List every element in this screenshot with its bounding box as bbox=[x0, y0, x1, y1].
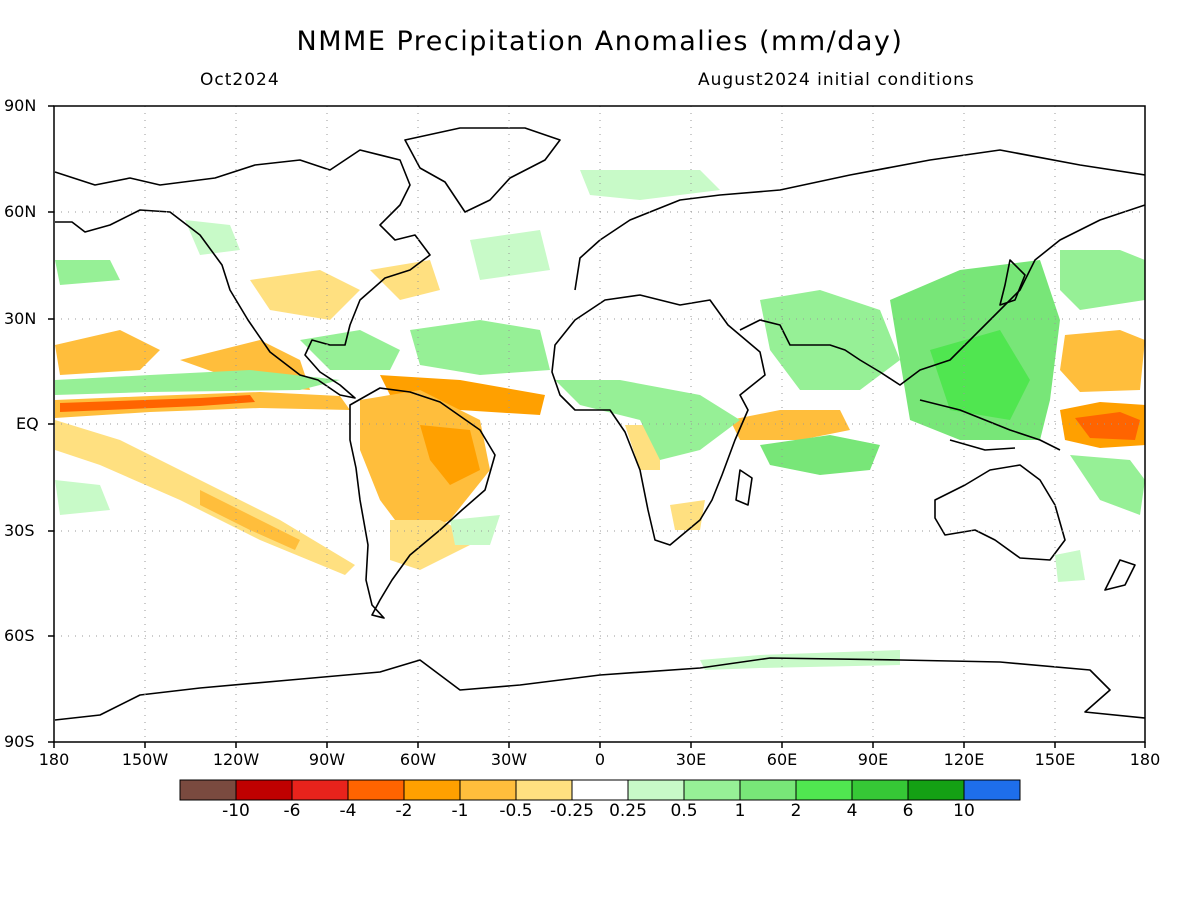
initial-conditions-label: August2024 initial conditions bbox=[698, 70, 975, 90]
lon-label-30e: 30E bbox=[675, 750, 707, 769]
legend-label: -1 bbox=[451, 801, 469, 821]
lon-label-30w: 30W bbox=[490, 750, 528, 769]
legend-label: -2 bbox=[395, 801, 413, 821]
legend-color-box bbox=[403, 779, 461, 801]
antarctica-coast bbox=[54, 657, 1146, 721]
dry-anomaly-indian-ocean bbox=[730, 410, 850, 440]
legend-color-box bbox=[907, 779, 965, 801]
legend-color-box bbox=[795, 779, 853, 801]
wet-anomaly-australia-southeast bbox=[1055, 550, 1085, 582]
legend-color-box bbox=[963, 779, 1021, 801]
wet-anomaly-south-atlantic bbox=[450, 515, 500, 545]
legend-label: 4 bbox=[846, 801, 858, 821]
legend-label: 2 bbox=[790, 801, 802, 821]
legend-color-box bbox=[683, 779, 741, 801]
legend-color-box bbox=[739, 779, 797, 801]
australia-coast bbox=[934, 464, 1066, 561]
wet-anomaly-pacific-band bbox=[55, 370, 340, 395]
wet-anomaly-maritime-core bbox=[930, 330, 1030, 420]
wet-anomaly-southeast-pacific bbox=[55, 480, 110, 515]
map-title: NMME Precipitation Anomalies (mm/day) bbox=[296, 26, 904, 57]
lon-label-60e: 60E bbox=[766, 750, 798, 769]
dry-anomaly-tropical-pacific-core bbox=[60, 395, 255, 412]
legend-color-box bbox=[459, 779, 517, 801]
legend-color-box bbox=[851, 779, 909, 801]
lon-label-90w: 90W bbox=[308, 750, 346, 769]
legend-label: 6 bbox=[902, 801, 914, 821]
legend-label: -6 bbox=[283, 801, 301, 821]
greenland-coast bbox=[404, 127, 561, 213]
lon-label-60w: 60W bbox=[399, 750, 437, 769]
dry-anomaly-south-pacific-core bbox=[200, 490, 300, 550]
lat-label-eq: EQ bbox=[16, 414, 39, 433]
dry-anomaly-west-pacific-core bbox=[1075, 412, 1140, 440]
legend-color-box bbox=[291, 779, 349, 801]
lon-label-180w: 180 bbox=[38, 750, 70, 769]
target-month-label: Oct2024 bbox=[200, 70, 280, 90]
lon-label-150e: 150E bbox=[1034, 750, 1076, 769]
lat-label-90n: 90N bbox=[4, 96, 37, 115]
dry-anomaly-atlantic-itcz bbox=[380, 375, 545, 415]
axis-ticks bbox=[48, 105, 1146, 748]
lat-label-30s: 30S bbox=[4, 521, 35, 540]
wet-anomaly-south-pacific-west bbox=[1070, 455, 1145, 515]
legend-label: -0.5 bbox=[499, 801, 533, 821]
wet-anomaly-arctic-europe bbox=[580, 170, 720, 200]
lat-label-90s: 90S bbox=[4, 732, 35, 751]
legend-label: -4 bbox=[339, 801, 357, 821]
legend-label: 0.25 bbox=[609, 801, 647, 821]
wet-anomaly-west-africa bbox=[555, 380, 740, 460]
wet-anomaly-canada-west bbox=[185, 220, 240, 255]
legend-label: 0.5 bbox=[670, 801, 698, 821]
dry-anomaly-north-pacific-east bbox=[1060, 330, 1145, 392]
dry-anomaly-amazon-core bbox=[420, 425, 480, 485]
wet-anomaly-north-atlantic bbox=[470, 230, 550, 280]
lon-label-180e: 180 bbox=[1129, 750, 1161, 769]
wet-anomaly-indian-monsoon bbox=[760, 290, 900, 390]
north-america-coast bbox=[54, 149, 431, 399]
lat-label-30n: 30N bbox=[4, 309, 37, 328]
europe-asia-coast bbox=[574, 149, 1146, 386]
legend-color-box bbox=[179, 779, 237, 801]
lon-label-90e: 90E bbox=[857, 750, 889, 769]
maritime-islands-coast bbox=[919, 399, 1061, 451]
lat-label-60s: 60S bbox=[4, 626, 35, 645]
dry-anomaly-southern-africa bbox=[670, 500, 705, 530]
wet-anomaly-caribbean bbox=[300, 330, 400, 370]
dry-anomaly-north-pacific-subtropics bbox=[55, 330, 160, 375]
legend-label: 1 bbox=[734, 801, 746, 821]
dry-anomaly-amazon bbox=[360, 390, 490, 540]
legend-color-box bbox=[347, 779, 405, 801]
lon-label-150w: 150W bbox=[121, 750, 169, 769]
legend-color-box bbox=[515, 779, 573, 801]
madagascar-coast bbox=[735, 469, 753, 506]
wet-anomaly-south-indian-ocean bbox=[760, 435, 880, 475]
wet-anomaly-atlantic-subtropics bbox=[410, 320, 550, 375]
legend-color-box bbox=[627, 779, 685, 801]
wet-anomaly-eastern-north-pacific bbox=[55, 260, 120, 285]
dry-anomaly-north-america bbox=[250, 270, 360, 320]
lon-label-120w: 120W bbox=[212, 750, 260, 769]
grid-layer bbox=[54, 106, 1145, 742]
lon-label-120e: 120E bbox=[943, 750, 985, 769]
legend-label: 10 bbox=[953, 801, 975, 821]
legend-color-box bbox=[571, 779, 629, 801]
south-america-coast bbox=[349, 387, 496, 619]
lon-label-0: 0 bbox=[594, 750, 606, 769]
wet-anomaly-north-pacific-west bbox=[1060, 250, 1145, 310]
japan-coast bbox=[999, 259, 1026, 306]
africa-eurasia-coast bbox=[551, 294, 766, 546]
legend-label: -10 bbox=[222, 801, 250, 821]
anomaly-shading-layer bbox=[55, 170, 1145, 670]
dry-anomaly-northeast-atlantic-coast bbox=[370, 260, 440, 300]
coastline-layer bbox=[54, 127, 1146, 721]
legend-colorbar bbox=[179, 779, 1021, 801]
lat-label-60n: 60N bbox=[4, 202, 37, 221]
new-zealand-coast bbox=[1104, 559, 1136, 591]
legend-color-box bbox=[235, 779, 293, 801]
legend-label: -0.25 bbox=[550, 801, 594, 821]
wet-anomaly-antarctic-coast bbox=[700, 650, 900, 670]
